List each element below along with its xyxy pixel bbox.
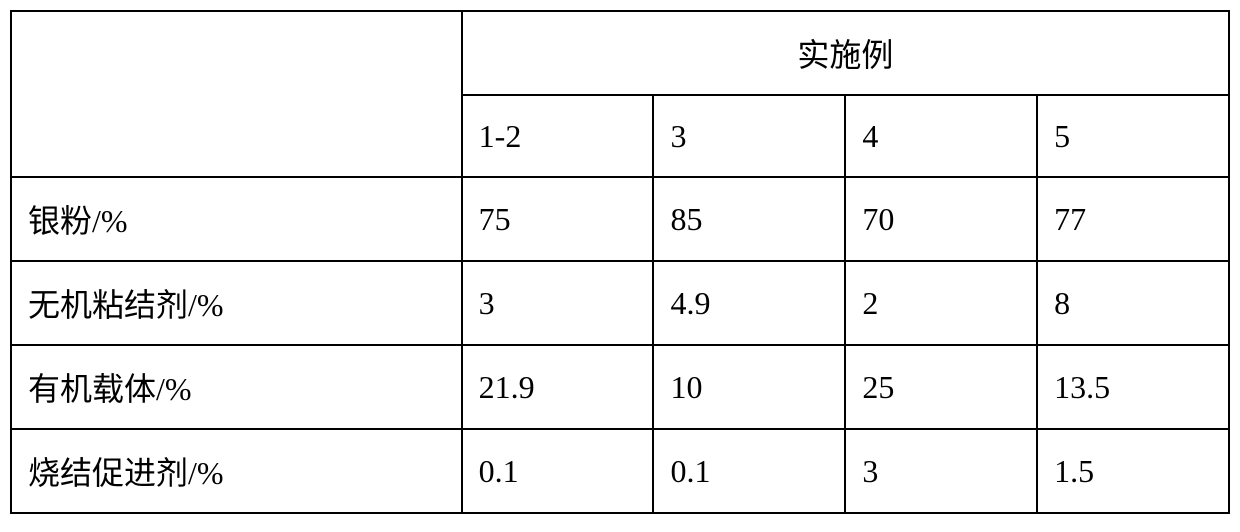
cell-0-0: 75 — [462, 177, 654, 261]
cell-2-1: 10 — [653, 345, 845, 429]
cell-1-1: 4.9 — [653, 261, 845, 345]
column-header-3: 5 — [1037, 95, 1229, 177]
cell-0-1: 85 — [653, 177, 845, 261]
cell-3-0: 0.1 — [462, 429, 654, 513]
table-row: 无机粘结剂/% 3 4.9 2 8 — [11, 261, 1229, 345]
table-header-row-1: 实施例 — [11, 11, 1229, 95]
cell-1-3: 8 — [1037, 261, 1229, 345]
cell-3-2: 3 — [845, 429, 1037, 513]
cell-1-0: 3 — [462, 261, 654, 345]
column-header-2: 4 — [845, 95, 1037, 177]
cell-3-1: 0.1 — [653, 429, 845, 513]
column-header-1: 3 — [653, 95, 845, 177]
table-row: 银粉/% 75 85 70 77 — [11, 177, 1229, 261]
column-header-0: 1-2 — [462, 95, 654, 177]
row-label-1: 无机粘结剂/% — [11, 261, 462, 345]
table-row: 烧结促进剂/% 0.1 0.1 3 1.5 — [11, 429, 1229, 513]
row-label-0: 银粉/% — [11, 177, 462, 261]
row-label-2: 有机载体/% — [11, 345, 462, 429]
cell-2-2: 25 — [845, 345, 1037, 429]
empty-corner-cell — [11, 11, 462, 177]
cell-2-3: 13.5 — [1037, 345, 1229, 429]
cell-0-3: 77 — [1037, 177, 1229, 261]
cell-1-2: 2 — [845, 261, 1037, 345]
header-group-label: 实施例 — [462, 11, 1229, 95]
cell-0-2: 70 — [845, 177, 1037, 261]
data-table: 实施例 1-2 3 4 5 银粉/% 75 85 70 77 无机粘结剂/% 3… — [10, 10, 1230, 514]
row-label-3: 烧结促进剂/% — [11, 429, 462, 513]
table-row: 有机载体/% 21.9 10 25 13.5 — [11, 345, 1229, 429]
cell-3-3: 1.5 — [1037, 429, 1229, 513]
cell-2-0: 21.9 — [462, 345, 654, 429]
